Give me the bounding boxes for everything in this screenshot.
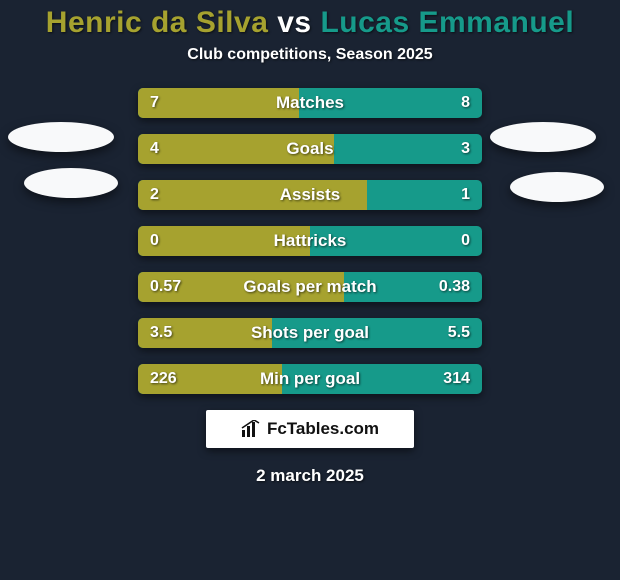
stat-row: 21Assists <box>138 180 482 210</box>
player1-name: Henric da Silva <box>46 6 269 39</box>
vs-label: vs <box>277 6 311 39</box>
bar-player1-fill <box>138 226 310 256</box>
decorative-ellipse <box>8 122 114 152</box>
stat-row: 78Matches <box>138 88 482 118</box>
stat-row: 0.570.38Goals per match <box>138 272 482 302</box>
footer-date: 2 march 2025 <box>0 466 620 486</box>
page-title: Henric da Silva vs Lucas Emmanuel <box>0 6 620 40</box>
brand-badge: FcTables.com <box>206 410 414 448</box>
bar-player1-fill <box>138 364 282 394</box>
bar-player1-fill <box>138 180 367 210</box>
comparison-bars: 78Matches 43Goals 21Assists 00Hattricks 0.57… <box>138 88 482 394</box>
bar-player1-fill <box>138 134 334 164</box>
comparison-infographic: Henric da Silva vs Lucas Emmanuel Club c… <box>0 0 620 580</box>
player2-name: Lucas Emmanuel <box>320 6 574 39</box>
stat-row: 43Goals <box>138 134 482 164</box>
subtitle: Club competitions, Season 2025 <box>0 46 620 64</box>
bar-player1-fill <box>138 272 344 302</box>
brand-text: FcTables.com <box>267 419 379 439</box>
chart-icon <box>241 420 261 438</box>
stat-row: 3.55.5Shots per goal <box>138 318 482 348</box>
stat-row: 00Hattricks <box>138 226 482 256</box>
stat-row: 226314Min per goal <box>138 364 482 394</box>
decorative-ellipse <box>24 168 118 198</box>
bar-player1-fill <box>138 318 272 348</box>
decorative-ellipse <box>490 122 596 152</box>
bar-player1-fill <box>138 88 299 118</box>
decorative-ellipse <box>510 172 604 202</box>
